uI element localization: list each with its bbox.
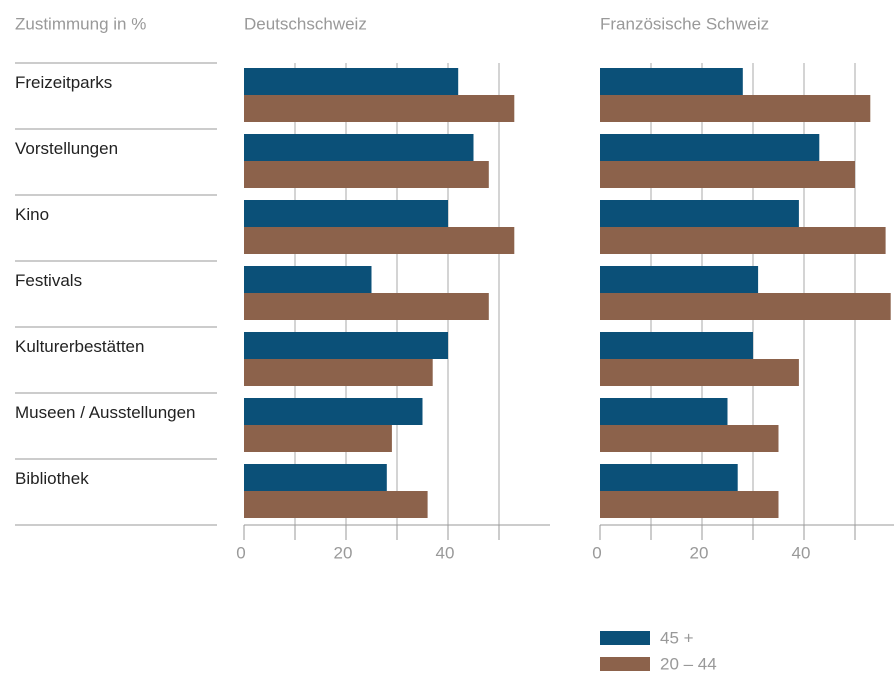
category-label: Vorstellungen [15, 139, 119, 158]
bar [244, 95, 515, 122]
header: Zustimmung in % [15, 14, 146, 33]
bar [244, 200, 448, 227]
x-tick-label: 0 [592, 543, 601, 562]
bar [244, 293, 489, 320]
bar [244, 227, 515, 254]
bar [600, 425, 779, 452]
bar [600, 227, 886, 254]
bar [244, 398, 423, 425]
category-label: Museen / Ausstellungen [15, 403, 196, 422]
category-label: Freizeitparks [15, 73, 113, 92]
bar [244, 134, 474, 161]
bar [244, 425, 392, 452]
bar [600, 332, 753, 359]
bar [244, 332, 448, 359]
legend-label: 20 – 44 [660, 654, 717, 673]
bar [600, 266, 759, 293]
x-tick-label: 20 [690, 543, 709, 562]
legend-swatch [600, 631, 650, 645]
bar [244, 359, 433, 386]
bar [600, 491, 779, 518]
x-tick-label: 20 [334, 543, 353, 562]
x-tick-label: 0 [236, 543, 245, 562]
panel-title: Deutschschweiz [244, 14, 367, 33]
bar [600, 293, 891, 320]
bar [600, 359, 799, 386]
category-label: Kino [15, 205, 50, 224]
x-tick-label: 40 [436, 543, 455, 562]
bar [600, 68, 743, 95]
category-label: Bibliothek [15, 469, 89, 488]
bar [600, 200, 799, 227]
legend-swatch [600, 657, 650, 671]
bar [600, 95, 871, 122]
x-tick-label: 40 [792, 543, 811, 562]
bar [600, 161, 855, 188]
bar [244, 161, 489, 188]
bar [244, 491, 428, 518]
bar [244, 68, 459, 95]
bar [244, 266, 372, 293]
category-label: Kulturerbestätten [15, 337, 145, 356]
bar [244, 464, 387, 491]
panel-title: Französische Schweiz [600, 14, 769, 33]
category-label: Festivals [15, 271, 83, 290]
bar [600, 134, 820, 161]
bar [600, 398, 728, 425]
legend-label: 45 + [660, 628, 694, 647]
bar [600, 464, 738, 491]
